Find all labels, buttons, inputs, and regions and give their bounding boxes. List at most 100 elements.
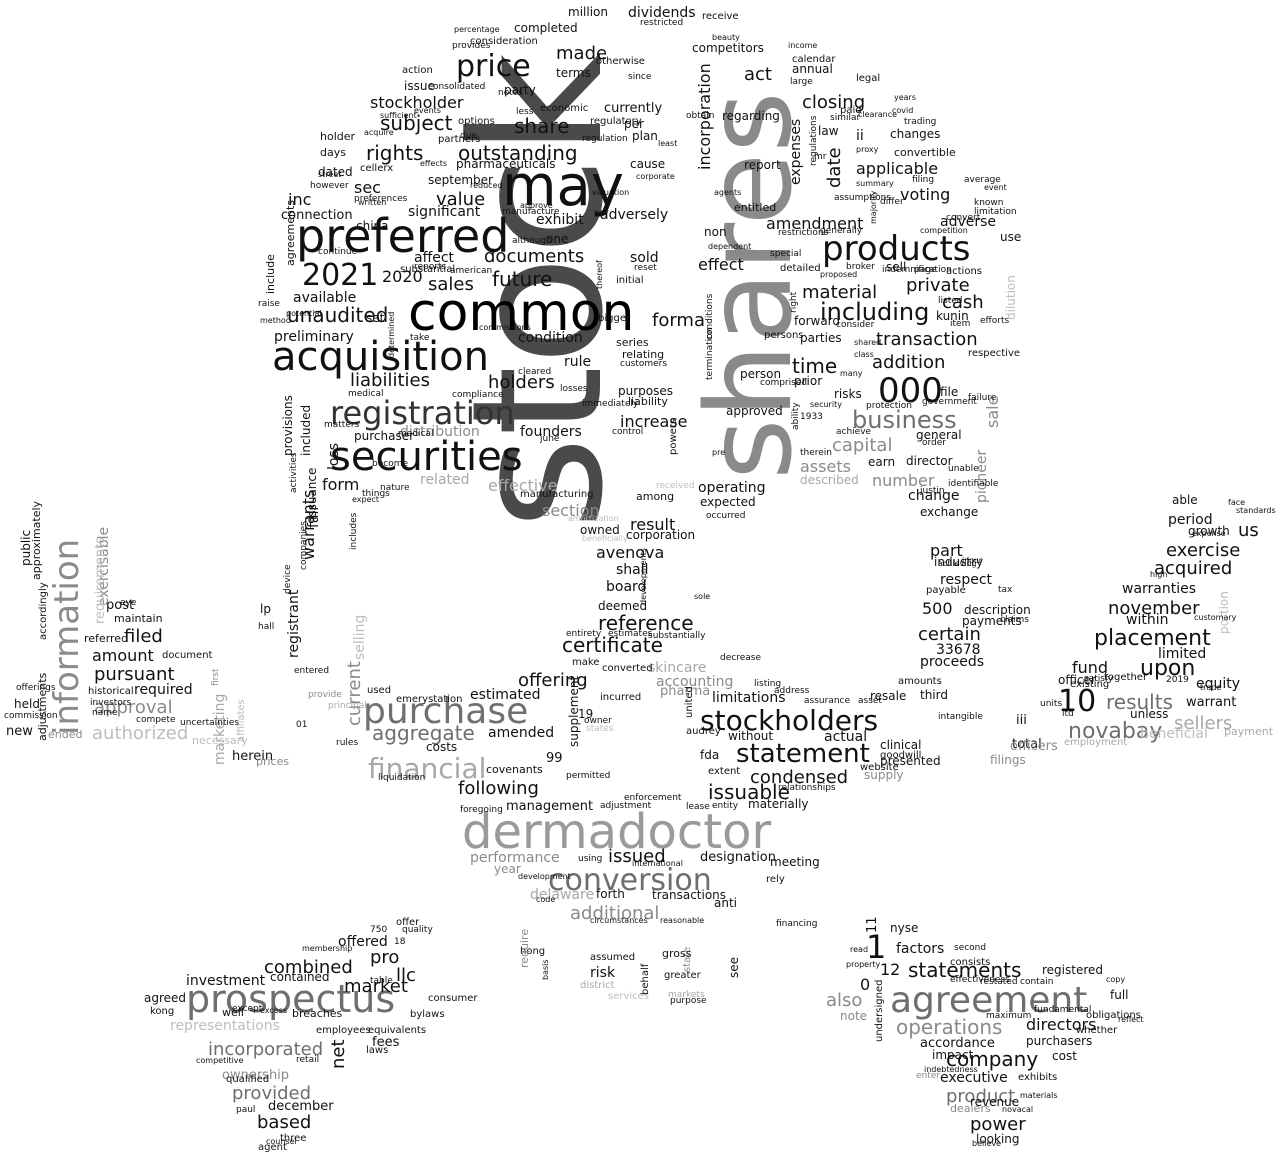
word-million: million	[568, 5, 608, 19]
word-known: known	[974, 198, 1004, 208]
word-set: set	[366, 311, 385, 325]
word-filing: filing	[912, 175, 934, 185]
word-issued: issued	[608, 846, 666, 867]
word-completed: completed	[514, 21, 578, 35]
word-assurance: assurance	[804, 696, 850, 706]
word-shall: shall	[616, 562, 649, 578]
word-certain: certain	[918, 624, 981, 645]
word-owned: owned	[580, 523, 620, 537]
word-placement: placement	[1094, 626, 1211, 651]
word-sole: sole	[694, 592, 710, 601]
word-entitled: entitled	[734, 201, 776, 214]
word-maintain: maintain	[114, 612, 163, 625]
word-achieving: achieving	[938, 559, 977, 568]
word-0: 0	[860, 975, 870, 994]
word-include: include	[264, 254, 277, 294]
word-act: act	[744, 64, 772, 85]
word-provided: provided	[232, 1083, 311, 1104]
word-limited: limited	[1158, 646, 1206, 662]
word-looking: looking	[976, 1132, 1020, 1146]
word-agreed: agreed	[144, 991, 186, 1005]
word-sellers: sellers	[1174, 713, 1232, 734]
word-failure: failure	[968, 393, 997, 403]
word-loss: loss	[326, 443, 342, 470]
word-proxy: proxy	[856, 145, 879, 154]
word-trading: trading	[904, 117, 936, 127]
word-entered: entered	[294, 666, 329, 676]
word-table: table	[370, 976, 393, 986]
word-relating: relating	[622, 348, 664, 361]
word-note: note	[840, 1009, 867, 1023]
word-growth: growth	[1188, 524, 1230, 538]
word-results: results	[1106, 690, 1173, 714]
word-upon: upon	[1140, 656, 1195, 681]
word-security: security	[810, 400, 842, 409]
word-lease: lease	[686, 802, 710, 812]
word-less: less	[516, 107, 534, 117]
word-accordance: accordance	[920, 1036, 995, 1051]
word-second: second	[954, 943, 986, 953]
word-behalf: behalf	[640, 963, 651, 995]
word-competitors: competitors	[692, 41, 764, 55]
word-incorporation: incorporation	[695, 63, 714, 170]
word-amendment: amendment	[766, 214, 863, 233]
word-statements: statements	[908, 958, 1021, 982]
word-regarding: regarding	[722, 109, 780, 123]
word-see: see	[727, 957, 741, 978]
word-received: received	[656, 481, 695, 491]
word-fees: fees	[372, 1035, 400, 1050]
word-liquidation: liquidation	[378, 773, 425, 783]
word-bylaws: bylaws	[410, 1009, 445, 1020]
word-founders: founders	[520, 424, 582, 440]
word-llc: llc	[396, 965, 416, 986]
word-material: material	[802, 282, 877, 303]
word-kong: kong	[150, 1006, 174, 1017]
word-outstanding: outstanding	[458, 141, 578, 165]
word-eye: eye	[120, 598, 137, 608]
word-identifiable: identifiable	[948, 479, 999, 489]
word-powers: powers	[668, 419, 679, 455]
word-offer: offer	[396, 917, 420, 928]
word-kunin: kunin	[936, 309, 969, 323]
word-revenue: revenue	[970, 1095, 1019, 1109]
word-use: use	[1000, 230, 1021, 244]
word-summary: summary	[856, 179, 894, 188]
word-commissions: commissions	[479, 323, 531, 332]
word-counsel: counsel	[266, 1137, 297, 1146]
word-dependent: dependent	[708, 242, 751, 251]
word-paid: paid	[840, 105, 862, 116]
word-require: require	[518, 929, 531, 968]
word-achieve: achieve	[836, 427, 872, 437]
word-valuation: valuation	[592, 188, 629, 197]
word-stockholder: stockholder	[370, 93, 464, 112]
word-comprised: comprised	[760, 378, 807, 388]
word-exercisable: exercisable	[96, 527, 112, 606]
word-right: right	[789, 291, 799, 313]
word-bigger: bigger	[598, 313, 631, 324]
word-provisions: provisions	[281, 395, 295, 456]
word-terms: terms	[556, 66, 591, 80]
word-manufacturing: manufacturing	[520, 489, 594, 500]
word-circumstances: circumstances	[590, 916, 648, 925]
word-principal: principal	[328, 701, 367, 711]
word-converted: converted	[602, 663, 653, 674]
word-shares: shares	[680, 91, 818, 480]
word-applicable: applicable	[856, 159, 938, 178]
word-similar: similar	[830, 113, 860, 123]
word-differ: differ	[880, 197, 904, 207]
word-series: series	[616, 336, 649, 349]
word-justin: justin	[919, 486, 945, 496]
word-2021: 2021	[302, 258, 378, 293]
word-without: without	[728, 729, 773, 743]
word-person: person	[740, 367, 781, 381]
word-party: party	[504, 83, 536, 97]
word-employment: employment	[1064, 737, 1127, 748]
word-affect: affect	[414, 250, 455, 266]
word-potential: potential	[286, 309, 322, 318]
word-exhibits: exhibits	[1018, 1072, 1057, 1083]
word-common: common	[408, 283, 634, 343]
word-management: management	[506, 799, 593, 814]
word-file: file	[940, 385, 958, 399]
word-effects: effects	[420, 159, 447, 168]
word-01: 01	[296, 720, 307, 730]
